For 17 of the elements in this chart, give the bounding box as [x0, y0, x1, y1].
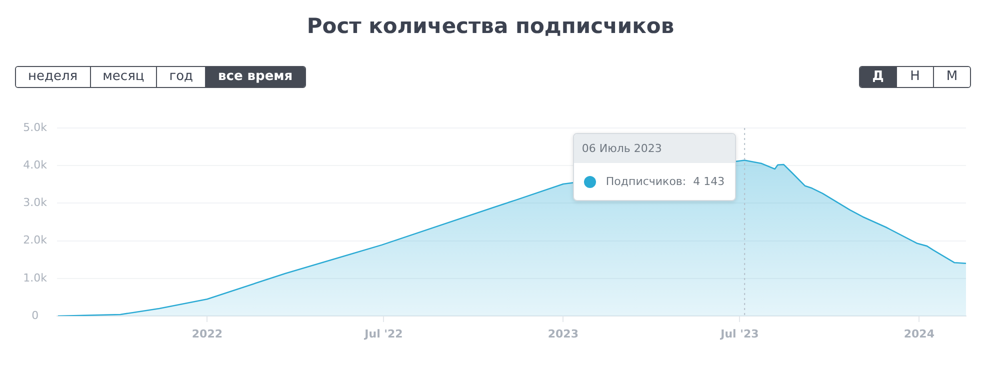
tooltip-card: 06 Июль 2023 Подписчиков: 4 143	[572, 133, 736, 201]
y-tick-label: 5.0k	[23, 120, 48, 134]
y-tick-label: 1.0k	[23, 271, 48, 284]
annotation: 06 Июль 2023	[574, 134, 735, 163]
chart-title: Рост количества подписчиков	[306, 14, 676, 38]
y-tick-label: 2.0k	[23, 234, 48, 247]
x-tick-label: Jul '22	[364, 327, 403, 340]
interval-toggle: Д Н М	[859, 66, 971, 88]
x-tick-label: 2022	[192, 327, 223, 340]
x-tick-label: 2023	[548, 327, 579, 340]
y-tick-label: 3.0k	[23, 196, 48, 210]
period-toggle: неделя месяц год все время	[15, 66, 306, 88]
annotation: Подписчиков: 4 143	[606, 175, 725, 188]
y-tick-label: 4.0k	[23, 158, 48, 172]
y-tick-label: 0	[32, 308, 39, 322]
x-tick-label: Jul '23	[720, 327, 759, 340]
x-tick-label: 2024	[904, 327, 935, 340]
